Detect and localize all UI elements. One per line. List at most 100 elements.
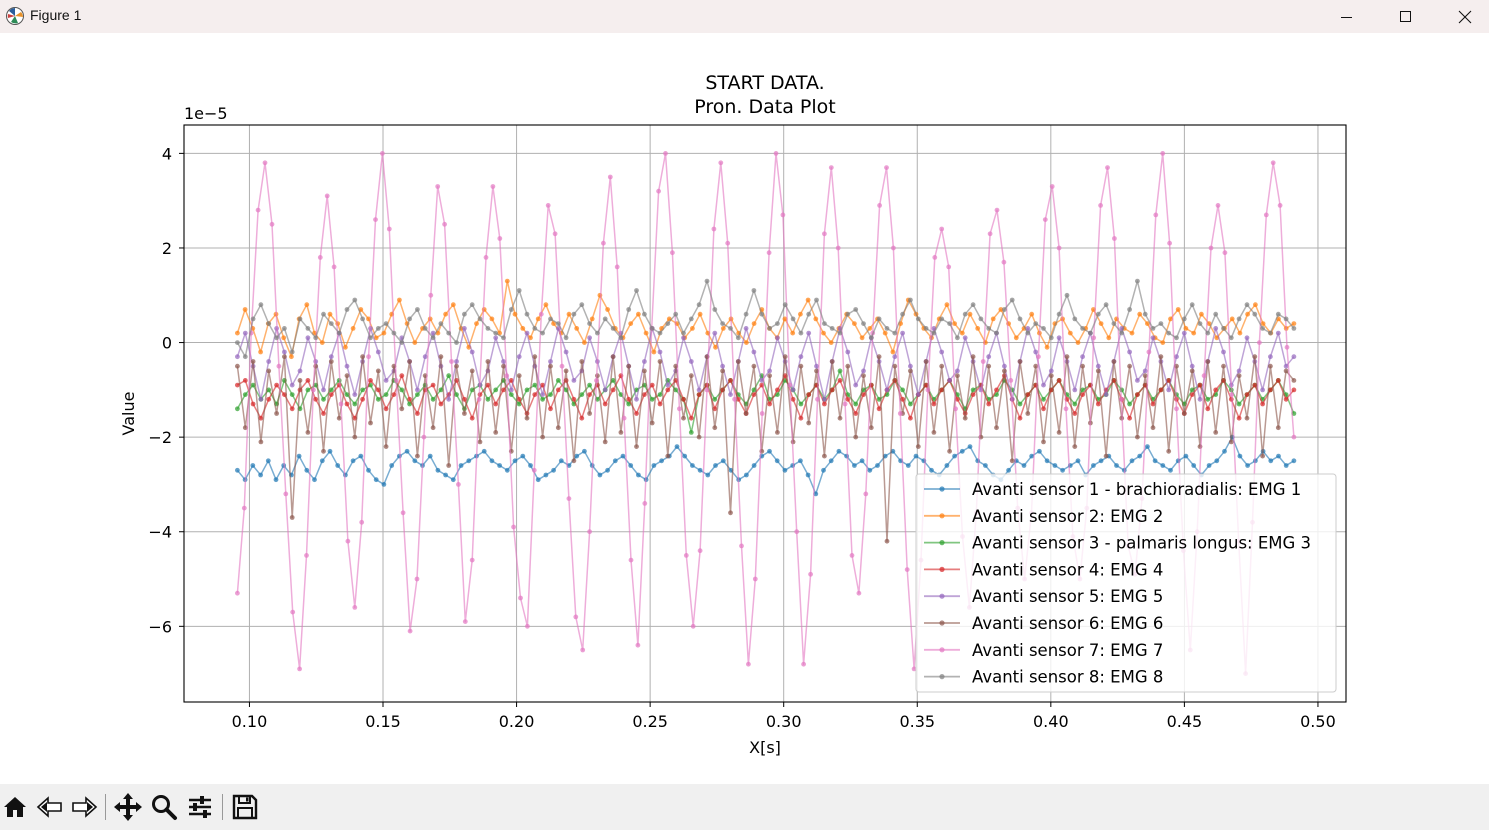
data-point (628, 557, 634, 563)
data-point (829, 326, 835, 331)
data-point (794, 529, 800, 535)
data-point (540, 434, 545, 440)
data-point (548, 392, 553, 397)
data-point (861, 392, 866, 397)
data-point (1091, 335, 1097, 341)
y-tick-label: −2 (148, 428, 172, 447)
data-point (994, 330, 999, 336)
data-point (1291, 326, 1297, 331)
data-point (720, 458, 726, 464)
data-point (1048, 335, 1054, 341)
data-point (304, 553, 309, 558)
data-point (612, 458, 618, 464)
data-point (525, 623, 530, 629)
figure-canvas[interactable]: 0.10 0.15 0.20 0.25 0.30 0.35 0.40 0.45 0.50 4 2 0 −… (0, 33, 1489, 784)
data-point (427, 453, 433, 459)
data-point (1268, 354, 1273, 360)
data-point (610, 326, 616, 331)
data-point (462, 619, 468, 624)
data-point (849, 553, 855, 558)
data-point (319, 458, 325, 464)
data-point (366, 354, 371, 360)
data-point (946, 264, 952, 270)
data-point (743, 326, 749, 331)
zoom-button[interactable] (149, 792, 179, 822)
data-point (1048, 373, 1054, 379)
close-button[interactable] (1436, 0, 1489, 33)
data-point (690, 623, 696, 629)
home-button[interactable] (0, 792, 30, 822)
data-point (1111, 359, 1117, 364)
configure-subplots-button[interactable] (185, 792, 215, 822)
data-point (328, 387, 334, 393)
data-point (657, 349, 663, 355)
data-point (1283, 368, 1289, 374)
data-point (863, 491, 869, 497)
data-point (1037, 448, 1042, 454)
data-point (980, 359, 986, 364)
data-point (618, 335, 624, 341)
data-point (829, 359, 835, 364)
data-point (782, 316, 788, 322)
data-point (688, 415, 694, 421)
data-point (665, 387, 671, 393)
axes-frame (183, 124, 1347, 703)
data-point (908, 297, 913, 303)
data-point (690, 463, 695, 468)
data-point (1252, 382, 1258, 388)
data-point (1127, 401, 1132, 407)
data-point (923, 359, 929, 364)
data-point (559, 363, 565, 369)
data-point (670, 250, 675, 256)
data-point (602, 401, 608, 407)
data-point (905, 463, 911, 468)
pan-button[interactable] (113, 792, 143, 822)
data-point (383, 378, 389, 383)
data-point (743, 411, 749, 416)
data-point (1135, 392, 1140, 397)
data-point (469, 302, 475, 308)
data-point (1291, 321, 1297, 326)
data-point (282, 349, 287, 355)
data-point (281, 335, 287, 341)
data-point (489, 458, 495, 464)
chart-title-line: Pron. Data Plot (694, 96, 835, 118)
data-point (258, 415, 264, 421)
data-point (258, 439, 264, 445)
data-point (697, 467, 703, 473)
data-point (651, 463, 657, 468)
data-point (443, 311, 448, 317)
data-point (282, 326, 287, 331)
pan-icon (114, 793, 142, 821)
data-point (566, 311, 572, 317)
data-point (368, 420, 373, 426)
data-point (497, 463, 502, 468)
data-point (344, 373, 350, 379)
data-point (822, 321, 827, 326)
maximize-button[interactable] (1377, 0, 1435, 33)
data-point (422, 326, 428, 331)
matplotlib-logo-icon (6, 7, 24, 25)
data-point (712, 330, 718, 336)
data-point (739, 543, 744, 549)
back-button[interactable] (35, 792, 65, 822)
data-point (1215, 203, 1221, 208)
data-point (477, 439, 483, 445)
minimize-button[interactable] (1318, 0, 1376, 33)
data-point (1277, 203, 1283, 208)
data-point (775, 335, 780, 341)
data-point (1103, 453, 1109, 459)
data-point (720, 326, 726, 331)
data-point (751, 387, 757, 393)
data-point (289, 354, 294, 360)
data-point (304, 302, 310, 308)
forward-button[interactable] (69, 792, 99, 822)
data-point (1213, 311, 1219, 317)
data-point (312, 477, 317, 483)
save-button[interactable] (230, 792, 260, 822)
data-point (504, 467, 510, 473)
data-point (767, 373, 772, 379)
data-point (720, 321, 725, 326)
data-point (967, 444, 973, 449)
data-point (474, 321, 479, 326)
